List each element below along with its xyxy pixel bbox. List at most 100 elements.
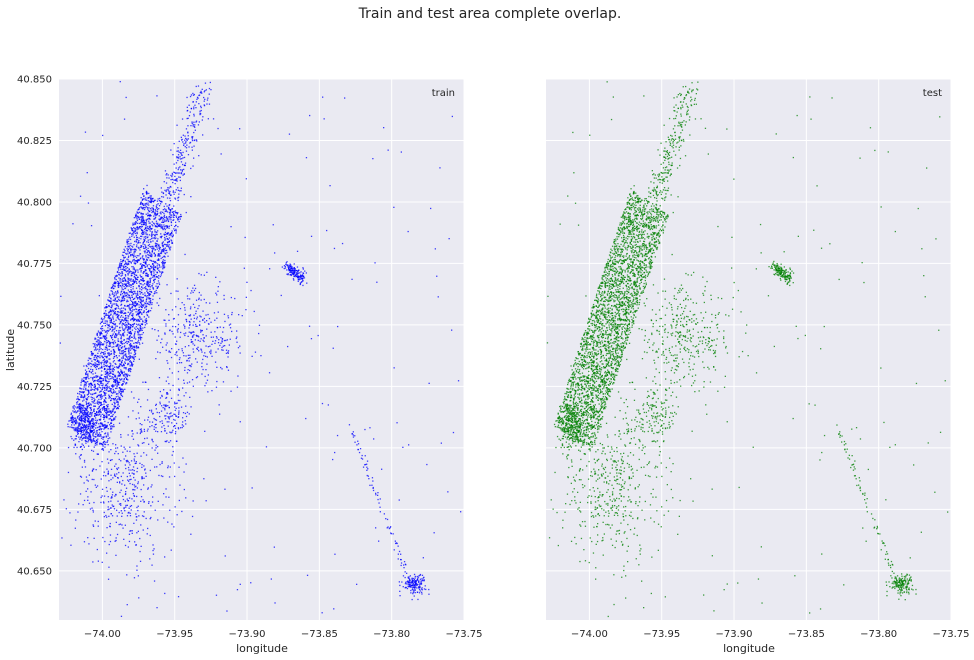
scatter-point <box>98 406 100 408</box>
scatter-point <box>158 244 160 246</box>
scatter-point <box>118 298 120 300</box>
scatter-point <box>140 263 142 265</box>
scatter-point <box>108 368 111 370</box>
scatter-point <box>78 424 80 426</box>
scatter-point <box>142 320 144 322</box>
scatter-point <box>197 335 199 337</box>
scatter-point <box>149 268 151 270</box>
scatter-point <box>120 394 122 396</box>
scatter-point <box>154 278 156 280</box>
scatter-point <box>115 447 117 449</box>
scatter-point <box>203 100 205 102</box>
scatter-point <box>104 408 106 410</box>
scatter-point <box>127 270 129 273</box>
scatter-point <box>94 364 96 366</box>
scatter-point <box>92 433 94 436</box>
scatter-point <box>414 575 416 578</box>
scatter-point <box>108 314 110 317</box>
scatter-point <box>428 593 430 595</box>
scatter-point <box>91 397 94 399</box>
scatter-point <box>121 350 123 352</box>
scatter-point <box>80 382 82 384</box>
scatter-point <box>81 418 83 421</box>
scatter-point <box>109 358 111 360</box>
scatter-point <box>412 582 415 584</box>
scatter-point <box>146 227 149 229</box>
scatter-point <box>159 266 161 268</box>
scatter-point <box>150 307 153 309</box>
scatter-point <box>92 423 95 425</box>
scatter-point <box>109 353 111 355</box>
scatter-point <box>180 331 182 334</box>
scatter-point <box>164 333 166 335</box>
scatter-point <box>87 376 89 378</box>
scatter-point <box>145 299 147 301</box>
scatter-point <box>117 360 119 362</box>
scatter-point <box>141 466 143 468</box>
scatter-point <box>82 412 84 414</box>
scatter-point <box>106 368 108 370</box>
scatter-point <box>170 292 172 295</box>
scatter-point <box>88 502 91 504</box>
scatter-point <box>144 468 146 470</box>
scatter-point <box>231 330 233 333</box>
scatter-point <box>291 269 293 272</box>
scatter-point <box>174 413 176 416</box>
scatter-point <box>140 223 143 226</box>
scatter-point <box>79 408 82 410</box>
scatter-point <box>194 287 197 290</box>
scatter-point <box>164 253 167 255</box>
scatter-point <box>200 299 202 301</box>
scatter-point <box>90 425 92 427</box>
scatter-point <box>170 215 172 217</box>
scatter-point <box>179 172 181 174</box>
scatter-point <box>92 421 94 423</box>
scatter-point <box>118 375 121 377</box>
scatter-point <box>136 244 138 246</box>
scatter-point <box>133 335 135 337</box>
scatter-point <box>102 406 104 409</box>
scatter-point <box>143 236 145 238</box>
scatter-point <box>118 265 120 268</box>
scatter-point <box>155 276 157 278</box>
scatter-point <box>93 376 96 378</box>
scatter-point <box>81 466 83 468</box>
scatter-point <box>139 316 141 318</box>
scatter-point <box>156 259 159 261</box>
scatter-point <box>120 281 122 283</box>
scatter-point <box>105 330 107 332</box>
scatter-point <box>132 349 135 351</box>
scatter-point <box>147 283 150 285</box>
scatter-point <box>222 326 225 329</box>
scatter-point <box>125 368 127 370</box>
scatter-point <box>115 393 118 395</box>
scatter-point <box>105 514 107 517</box>
scatter-point <box>96 360 98 363</box>
scatter-point <box>136 467 139 469</box>
scatter-point <box>130 478 132 480</box>
scatter-point <box>93 537 95 539</box>
scatter-point <box>96 380 98 382</box>
scatter-point <box>173 418 175 421</box>
scatter-point <box>119 360 121 362</box>
scatter-point <box>205 314 207 316</box>
scatter-point <box>138 211 141 213</box>
scatter-point <box>138 417 140 419</box>
scatter-point <box>151 236 153 238</box>
scatter-point <box>115 380 117 383</box>
scatter-point <box>119 388 122 391</box>
scatter-point <box>86 398 88 401</box>
scatter-point <box>410 585 413 587</box>
scatter-point <box>130 286 132 288</box>
scatter-point <box>162 475 164 478</box>
scatter-point <box>117 371 119 374</box>
scatter-point <box>166 233 168 235</box>
scatter-point <box>96 388 98 390</box>
scatter-point <box>183 304 185 306</box>
scatter-point <box>155 266 157 269</box>
scatter-point <box>155 243 157 245</box>
scatter-point <box>162 250 164 253</box>
scatter-point <box>245 309 247 311</box>
scatter-point <box>122 363 125 365</box>
scatter-point <box>130 318 132 320</box>
